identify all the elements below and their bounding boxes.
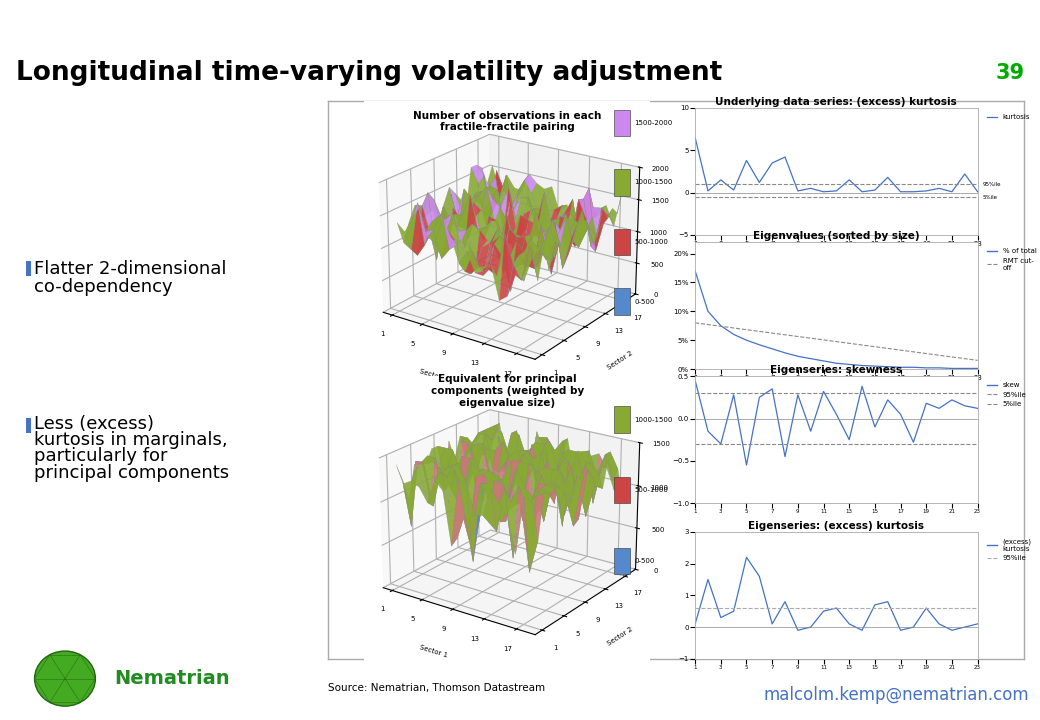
Bar	[26, 261, 31, 276]
Title: Equivalent for principal
components (weighted by
eigenvalue size): Equivalent for principal components (wei…	[431, 374, 583, 408]
Title: Number of observations in each
fractile-fractile pairing: Number of observations in each fractile-…	[413, 111, 601, 132]
Bar	[26, 418, 31, 433]
Text: Less (excess): Less (excess)	[34, 415, 154, 433]
Text: malcolm.kemp@nematrian.com: malcolm.kemp@nematrian.com	[764, 685, 1030, 704]
Text: 1000-1500: 1000-1500	[634, 417, 673, 423]
Bar	[614, 169, 629, 196]
Bar	[614, 477, 629, 503]
Text: principal components: principal components	[34, 464, 229, 482]
Bar	[614, 288, 629, 315]
Bar	[614, 548, 629, 574]
Text: Source: Nematrian, Thomson Datastream: Source: Nematrian, Thomson Datastream	[328, 683, 545, 693]
Text: 0-500: 0-500	[634, 558, 654, 564]
Bar	[614, 109, 629, 136]
Text: co-dependency: co-dependency	[34, 278, 173, 296]
X-axis label: Sector 1: Sector 1	[419, 369, 448, 383]
Text: 39: 39	[995, 63, 1024, 83]
Text: 1000-1500: 1000-1500	[634, 179, 673, 186]
Text: 0-500: 0-500	[634, 299, 654, 305]
Text: 500-1000: 500-1000	[634, 239, 668, 245]
Legend: % of total, RMT cut-
off: % of total, RMT cut- off	[984, 246, 1039, 274]
Y-axis label: Sector 2: Sector 2	[606, 351, 633, 372]
Text: Flatter 2-dimensional: Flatter 2-dimensional	[34, 260, 227, 278]
Bar	[614, 229, 629, 255]
Text: particularly for: particularly for	[34, 447, 167, 466]
Text: 500-1000: 500-1000	[634, 487, 668, 493]
Text: 1500-2000: 1500-2000	[634, 120, 672, 126]
Title: Eigenseries: (excess) kurtosis: Eigenseries: (excess) kurtosis	[749, 521, 925, 531]
Y-axis label: Sector 2: Sector 2	[606, 626, 633, 647]
Text: kurtosis in marginals,: kurtosis in marginals,	[34, 431, 228, 449]
Legend: (excess)
kurtosis, 95%ile: (excess) kurtosis, 95%ile	[984, 536, 1035, 564]
Title: Underlying data series: (excess) kurtosis: Underlying data series: (excess) kurtosi…	[716, 97, 957, 107]
Title: Eigenvalues (sorted by size): Eigenvalues (sorted by size)	[753, 231, 919, 241]
Text: Longitudinal time-varying volatility adjustment: Longitudinal time-varying volatility adj…	[16, 60, 722, 86]
Title: Eigenseries: skewness: Eigenseries: skewness	[771, 366, 903, 375]
Text: Nematrian: Nematrian	[114, 669, 230, 688]
Bar	[614, 407, 629, 433]
X-axis label: Sector 1: Sector 1	[419, 644, 448, 658]
Legend: kurtosis: kurtosis	[984, 112, 1033, 123]
Circle shape	[34, 651, 96, 706]
Legend: skew, 95%ile, 5%ile: skew, 95%ile, 5%ile	[984, 379, 1030, 410]
